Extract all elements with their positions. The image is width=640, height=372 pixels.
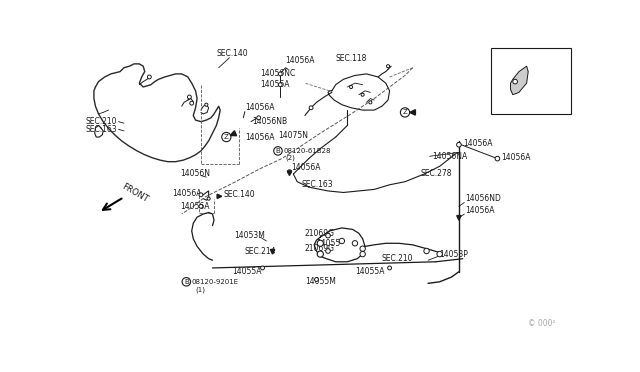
Text: 14075N: 14075N xyxy=(278,131,308,140)
Text: © 000²: © 000² xyxy=(528,319,556,328)
Circle shape xyxy=(199,205,203,208)
Text: SEC.214: SEC.214 xyxy=(245,247,276,256)
Text: 14056A: 14056A xyxy=(465,206,495,215)
Circle shape xyxy=(387,65,390,68)
Text: 14056A: 14056A xyxy=(260,80,290,89)
Bar xyxy=(492,48,570,114)
Text: 14056N: 14056N xyxy=(180,170,210,179)
Text: Z: Z xyxy=(403,109,408,115)
Circle shape xyxy=(424,248,429,254)
Circle shape xyxy=(495,156,500,161)
Text: FRONT: FRONT xyxy=(120,182,150,204)
Text: 14053P: 14053P xyxy=(440,250,468,259)
Circle shape xyxy=(352,241,358,246)
Text: 14055M: 14055M xyxy=(305,277,336,286)
Text: 14056A: 14056A xyxy=(501,153,531,161)
Text: 08120-9201E: 08120-9201E xyxy=(192,279,239,285)
Circle shape xyxy=(260,266,264,270)
Text: 14056A: 14056A xyxy=(463,139,492,148)
Circle shape xyxy=(339,238,344,244)
Text: 14056NB: 14056NB xyxy=(253,117,287,126)
Text: 14055A: 14055A xyxy=(232,267,261,276)
Circle shape xyxy=(274,147,282,155)
Text: SEC.118: SEC.118 xyxy=(336,54,367,63)
Circle shape xyxy=(401,108,410,117)
Polygon shape xyxy=(287,171,292,176)
Text: 14056A: 14056A xyxy=(285,55,315,64)
Text: 08120-61B28: 08120-61B28 xyxy=(284,148,331,154)
Circle shape xyxy=(361,93,364,96)
Text: (1): (1) xyxy=(196,286,205,293)
Text: 14056A: 14056A xyxy=(245,132,275,141)
Circle shape xyxy=(257,116,260,120)
Circle shape xyxy=(388,266,392,270)
Circle shape xyxy=(456,142,461,147)
Circle shape xyxy=(205,103,208,106)
Circle shape xyxy=(287,170,291,174)
Circle shape xyxy=(360,246,365,251)
Circle shape xyxy=(278,83,282,87)
Text: (2): (2) xyxy=(285,155,296,161)
Circle shape xyxy=(317,240,323,246)
Text: SEC.140: SEC.140 xyxy=(223,190,255,199)
Circle shape xyxy=(278,72,282,76)
Circle shape xyxy=(317,251,323,257)
Text: 14056A: 14056A xyxy=(291,163,321,172)
Circle shape xyxy=(207,197,210,200)
Circle shape xyxy=(326,233,330,238)
Text: SEC.140: SEC.140 xyxy=(216,49,248,58)
Text: Z: Z xyxy=(224,134,228,140)
Text: B: B xyxy=(276,148,280,154)
Text: 14055: 14055 xyxy=(316,239,340,248)
Circle shape xyxy=(221,132,231,142)
Circle shape xyxy=(314,278,318,281)
Circle shape xyxy=(147,75,151,79)
Circle shape xyxy=(182,278,191,286)
Polygon shape xyxy=(217,194,221,199)
Circle shape xyxy=(513,79,517,84)
Text: B: B xyxy=(184,279,189,285)
Text: 14056NA: 14056NA xyxy=(432,152,467,161)
Circle shape xyxy=(360,251,365,257)
Text: SEC.210: SEC.210 xyxy=(382,254,413,263)
Circle shape xyxy=(190,101,194,105)
Text: 14056A: 14056A xyxy=(180,202,210,211)
Text: SEC.278: SEC.278 xyxy=(420,170,452,179)
Polygon shape xyxy=(271,250,275,254)
Polygon shape xyxy=(457,216,461,220)
Text: 21069G: 21069G xyxy=(305,229,335,238)
Circle shape xyxy=(326,249,330,253)
Text: SEC.210: SEC.210 xyxy=(86,117,117,126)
Text: SEC.163: SEC.163 xyxy=(86,125,117,134)
Text: 14056A: 14056A xyxy=(172,189,202,198)
Text: SEC.163: SEC.163 xyxy=(301,180,333,189)
Polygon shape xyxy=(511,66,528,95)
Text: 21068Z: 21068Z xyxy=(500,102,532,111)
Circle shape xyxy=(369,101,372,104)
Text: 14053M: 14053M xyxy=(234,231,265,240)
Polygon shape xyxy=(410,110,415,115)
Text: 21069G: 21069G xyxy=(305,244,335,253)
Text: 14056NC: 14056NC xyxy=(260,70,296,78)
Circle shape xyxy=(437,251,442,257)
Circle shape xyxy=(309,106,313,110)
Text: 14055A: 14055A xyxy=(355,267,385,276)
Circle shape xyxy=(199,193,203,197)
Text: 14056A: 14056A xyxy=(246,103,275,112)
Polygon shape xyxy=(230,131,237,136)
Text: 14056ND: 14056ND xyxy=(465,194,501,203)
Circle shape xyxy=(349,86,353,89)
Circle shape xyxy=(188,95,191,99)
